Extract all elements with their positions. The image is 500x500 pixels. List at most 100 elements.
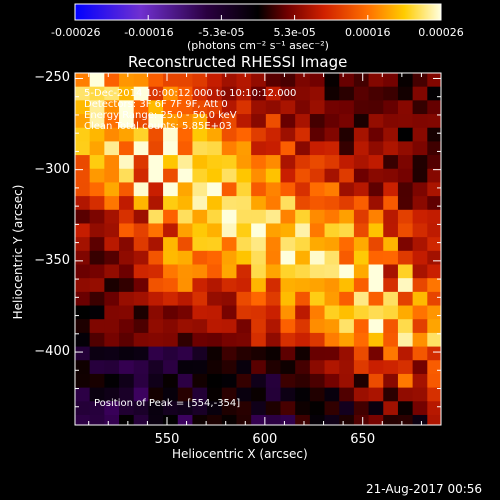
heatmap-cell — [324, 373, 340, 389]
heatmap-cell — [280, 291, 296, 307]
heatmap-cell — [397, 127, 414, 142]
heatmap-cell — [148, 332, 164, 348]
heatmap-cell — [75, 332, 91, 348]
heatmap-cell — [192, 237, 208, 252]
heatmap-cell — [75, 223, 91, 238]
heatmap-cell — [104, 319, 120, 334]
heatmap-cell — [75, 264, 91, 279]
heatmap-cell — [265, 319, 282, 334]
heatmap-cell — [397, 278, 414, 293]
heatmap-cell — [383, 100, 399, 115]
heatmap-cell — [412, 114, 428, 129]
heatmap-cell — [163, 182, 179, 197]
heatmap-cell — [309, 373, 326, 389]
heatmap-cell — [295, 360, 311, 375]
heatmap-cell — [163, 86, 179, 101]
heatmap-cell — [265, 387, 282, 402]
heatmap-cell — [280, 100, 296, 115]
heatmap-cell — [221, 182, 237, 197]
colorbar — [74, 3, 442, 21]
heatmap-cell — [119, 305, 135, 320]
heatmap-cell — [177, 141, 193, 156]
heatmap-cell — [207, 291, 223, 307]
heatmap-cell — [221, 223, 237, 238]
heatmap-cell — [265, 414, 282, 426]
heatmap-cell — [353, 141, 370, 156]
heatmap-cell — [427, 209, 442, 224]
heatmap-cell — [221, 209, 237, 224]
heatmap-cell — [353, 182, 370, 197]
heatmap-cell — [383, 196, 399, 211]
heatmap-cell — [368, 305, 384, 320]
heatmap-cell — [412, 332, 428, 348]
heatmap-cell — [427, 237, 442, 252]
heatmap-cell — [119, 278, 135, 293]
heatmap-cell — [148, 401, 164, 416]
heatmap-cell — [339, 305, 355, 320]
heatmap-cell — [427, 182, 442, 197]
heatmap-cell — [368, 332, 384, 348]
heatmap-cell — [104, 332, 120, 348]
heatmap-cell — [119, 291, 135, 307]
heatmap-cell — [265, 73, 282, 88]
heatmap-cell — [104, 141, 120, 156]
heatmap-cell — [412, 278, 428, 293]
heatmap-cell — [427, 141, 442, 156]
heatmap-cell — [192, 209, 208, 224]
heatmap-cell — [192, 127, 208, 142]
heatmap-cell — [192, 73, 208, 88]
heatmap-cell — [133, 209, 149, 224]
heatmap-cell — [119, 196, 135, 211]
heatmap-cell — [89, 100, 105, 115]
heatmap-cell — [89, 250, 105, 266]
heatmap-cell — [383, 237, 399, 252]
heatmap-cell — [309, 250, 326, 266]
heatmap-cell — [177, 237, 193, 252]
heatmap-cell — [89, 155, 105, 170]
heatmap-cell — [324, 305, 340, 320]
heatmap-cell — [412, 401, 428, 416]
heatmap-cell — [163, 168, 179, 183]
heatmap-cell — [163, 114, 179, 129]
heatmap-cell — [119, 127, 135, 142]
heatmap-cell — [75, 387, 91, 402]
heatmap-cell — [251, 346, 267, 361]
heatmap-cell — [412, 387, 428, 402]
heatmap-cell — [295, 209, 311, 224]
heatmap-cell — [412, 346, 428, 361]
heatmap-cell — [339, 73, 355, 88]
heatmap-cell — [383, 291, 399, 307]
heatmap-cell — [148, 182, 164, 197]
heatmap-cell — [353, 387, 370, 402]
colorbar-tick-label: -5.3e-05 — [198, 26, 245, 39]
chart-title: Reconstructed RHESSI Image — [128, 53, 348, 71]
heatmap-cell — [207, 155, 223, 170]
heatmap-cell — [89, 278, 105, 293]
heatmap-cell — [383, 141, 399, 156]
heatmap-cell — [104, 414, 120, 426]
heatmap-cell — [192, 360, 208, 375]
heatmap-cell — [397, 100, 414, 115]
colorbar-tick-label: 0.00026 — [418, 26, 464, 39]
heatmap-cell — [412, 168, 428, 183]
heatmap-cell — [192, 346, 208, 361]
heatmap-cell — [133, 373, 149, 389]
heatmap-cell — [133, 196, 149, 211]
heatmap-cell — [75, 141, 91, 156]
heatmap-cell — [309, 155, 326, 170]
heatmap-cell — [412, 100, 428, 115]
heatmap-cell — [236, 141, 252, 156]
heatmap-cell — [236, 86, 252, 101]
heatmap-cell — [368, 373, 384, 389]
heatmap-cell — [148, 168, 164, 183]
heatmap-cell — [397, 237, 414, 252]
heatmap-cell — [236, 100, 252, 115]
heatmap-cell — [236, 360, 252, 375]
heatmap-cell — [295, 182, 311, 197]
heatmap-cell — [412, 237, 428, 252]
heatmap-cell — [221, 114, 237, 129]
heatmap-cell — [309, 346, 326, 361]
heatmap-cell — [236, 332, 252, 348]
heatmap-cell — [163, 346, 179, 361]
heatmap-cell — [265, 305, 282, 320]
